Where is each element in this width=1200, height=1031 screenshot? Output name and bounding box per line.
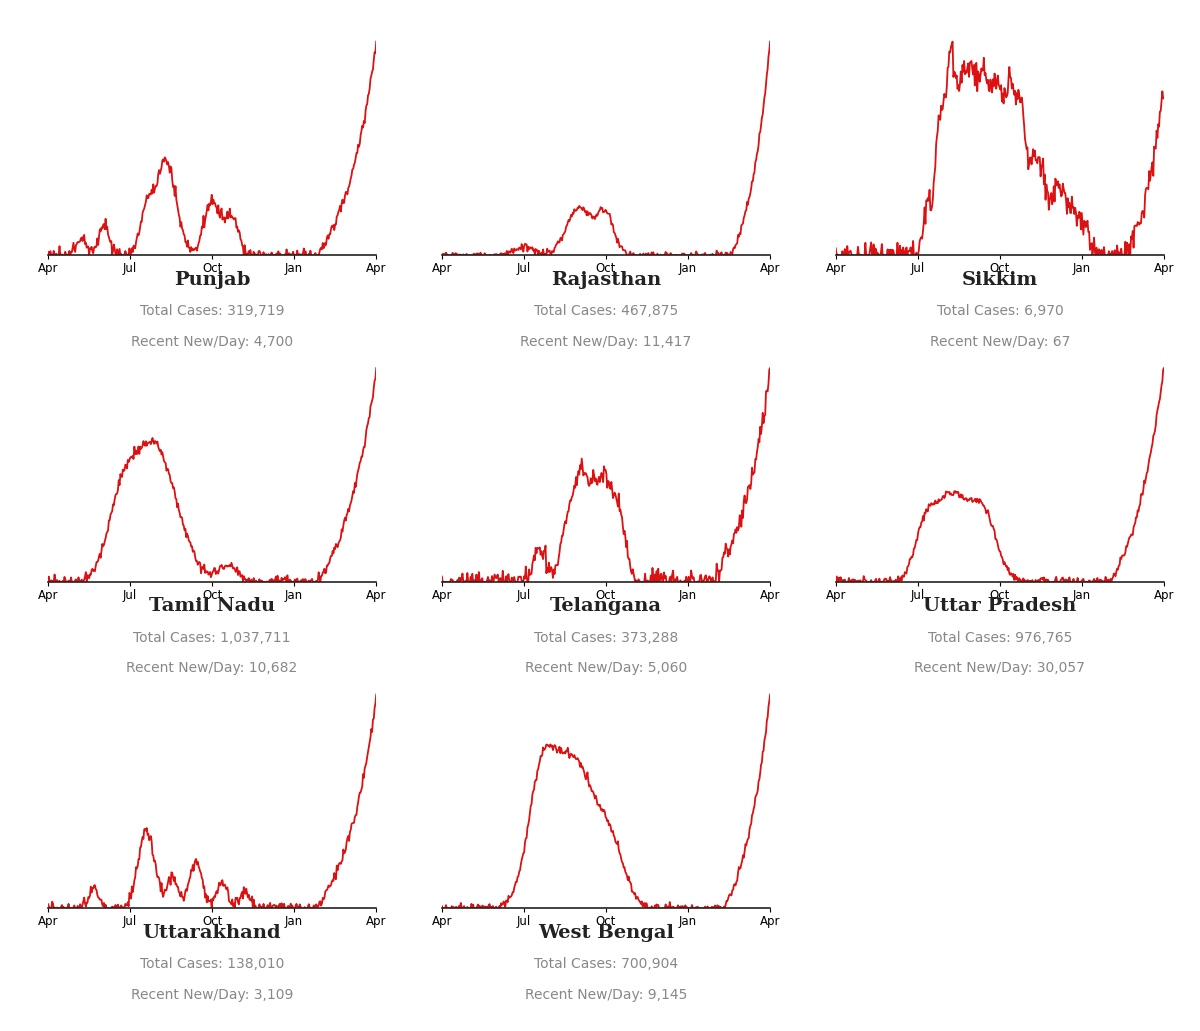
Text: Recent New/Day: 67: Recent New/Day: 67 bbox=[930, 335, 1070, 348]
Text: Total Cases: 700,904: Total Cases: 700,904 bbox=[534, 958, 678, 971]
Text: Rajasthan: Rajasthan bbox=[551, 271, 661, 289]
Text: Total Cases: 138,010: Total Cases: 138,010 bbox=[140, 958, 284, 971]
Text: Uttar Pradesh: Uttar Pradesh bbox=[923, 597, 1076, 616]
Text: West Bengal: West Bengal bbox=[538, 924, 674, 941]
Text: Recent New/Day: 10,682: Recent New/Day: 10,682 bbox=[126, 662, 298, 675]
Text: Total Cases: 319,719: Total Cases: 319,719 bbox=[140, 304, 284, 319]
Text: Total Cases: 976,765: Total Cases: 976,765 bbox=[928, 631, 1072, 644]
Text: Recent New/Day: 11,417: Recent New/Day: 11,417 bbox=[521, 335, 691, 348]
Text: Total Cases: 467,875: Total Cases: 467,875 bbox=[534, 304, 678, 319]
Text: Punjab: Punjab bbox=[174, 271, 251, 289]
Text: Recent New/Day: 5,060: Recent New/Day: 5,060 bbox=[524, 662, 688, 675]
Text: Recent New/Day: 4,700: Recent New/Day: 4,700 bbox=[131, 335, 293, 348]
Text: Telangana: Telangana bbox=[550, 597, 662, 616]
Text: Tamil Nadu: Tamil Nadu bbox=[149, 597, 275, 616]
Text: Sikkim: Sikkim bbox=[961, 271, 1038, 289]
Text: Total Cases: 373,288: Total Cases: 373,288 bbox=[534, 631, 678, 644]
Text: Recent New/Day: 30,057: Recent New/Day: 30,057 bbox=[914, 662, 1085, 675]
Text: Uttarakhand: Uttarakhand bbox=[143, 924, 282, 941]
Text: Total Cases: 6,970: Total Cases: 6,970 bbox=[936, 304, 1063, 319]
Text: Recent New/Day: 3,109: Recent New/Day: 3,109 bbox=[131, 988, 293, 1002]
Text: Total Cases: 1,037,711: Total Cases: 1,037,711 bbox=[133, 631, 290, 644]
Text: Recent New/Day: 9,145: Recent New/Day: 9,145 bbox=[524, 988, 688, 1002]
